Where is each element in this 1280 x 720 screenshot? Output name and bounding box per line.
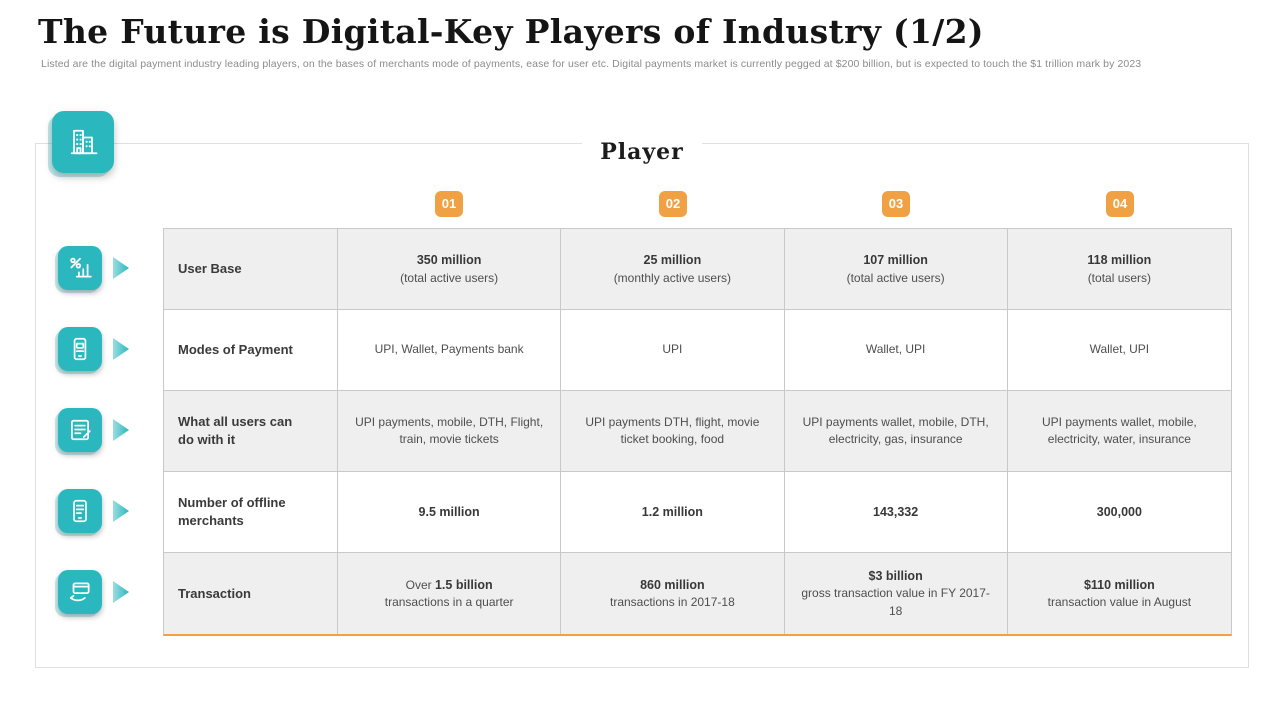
table-cell: 350 million (total active users) [338, 229, 562, 309]
table-cell: 1.2 million [561, 472, 785, 552]
cell-main: 9.5 million [419, 503, 480, 521]
row-marker-offline-merchants [58, 489, 131, 533]
cell-main: Over 1.5 billion [406, 576, 493, 594]
table-cell: $3 billion gross transaction value in FY … [785, 553, 1008, 634]
card-payment-icon [58, 570, 102, 614]
cell-value: 143,332 [873, 504, 919, 519]
table-cell: UPI payments wallet, mobile, DTH, electr… [785, 391, 1008, 471]
cell-value: 1.2 million [641, 504, 703, 519]
row-marker-user-capabilities [58, 408, 131, 452]
row-label: Number of offline merchants [164, 472, 338, 552]
cell-subtext: UPI payments wallet, mobile, electricity… [1042, 414, 1197, 446]
row-marker-user-base [58, 246, 131, 290]
table-cell: Wallet, UPI [785, 310, 1008, 390]
table-row: What all users can do with it UPI payment… [164, 391, 1231, 472]
cell-subtext: Wallet, UPI [1089, 342, 1150, 357]
slide-subtitle: Listed are the digital payment industry … [41, 58, 1142, 70]
cell-main: 1.2 million [642, 503, 703, 521]
table-cell: UPI payments DTH, flight, movie ticket b… [561, 391, 785, 471]
table-cell: 107 million (total active users) [785, 229, 1008, 309]
table-cell: Wallet, UPI [1008, 310, 1231, 390]
row-marker-transaction [58, 570, 131, 614]
cell-subtext: UPI payments wallet, mobile, DTH, electr… [802, 414, 989, 446]
table-row: User Base 350 million (total active users)… [164, 229, 1231, 310]
table-cell: Over 1.5 billion transactions in a quarte… [338, 553, 562, 634]
table-cell: 143,332 [785, 472, 1008, 552]
cell-subtext: gross transaction value in FY 2017- 18 [801, 586, 990, 618]
chevron-right-arrow [113, 338, 129, 360]
growth-chart-icon [58, 246, 102, 290]
column-badge-04: 04 [1106, 191, 1134, 217]
cell-subtext: UPI, Wallet, Payments bank [374, 342, 524, 357]
table-cell: UPI payments wallet, mobile, electricity… [1008, 391, 1231, 471]
cell-value: 350 million [416, 253, 482, 268]
cell-value: 25 million [643, 253, 702, 268]
cell-value: $3 billion [868, 568, 923, 583]
table-cell: UPI, Wallet, Payments bank [338, 310, 562, 390]
table-row: Transaction Over 1.5 billion transactions … [164, 553, 1231, 634]
cell-subtext: transactions in 2017-18 [610, 595, 735, 609]
merchant-device-icon [58, 489, 102, 533]
row-label: Transaction [164, 553, 338, 634]
cell-value: 118 million [1087, 253, 1152, 268]
content-frame: Player [35, 137, 1249, 668]
row-marker-modes-of-payment [58, 327, 131, 371]
cell-main: 860 million [640, 576, 705, 594]
cell-main: $110 million [1084, 576, 1155, 594]
building-icon [52, 111, 114, 173]
table-row: Modes of Payment UPI, Wallet, Payments ba… [164, 310, 1231, 391]
row-label: What all users can do with it [164, 391, 338, 471]
column-badge-03: 03 [882, 191, 910, 217]
cell-subtext: (total active users) [400, 270, 499, 285]
cell-value: 107 million [863, 253, 928, 268]
cell-subtext: (total users) [1087, 270, 1152, 285]
table-cell: 300,000 [1008, 472, 1231, 552]
table-cell: 118 million (total users) [1008, 229, 1231, 309]
row-label: User Base [164, 229, 338, 309]
chevron-right-arrow [113, 419, 129, 441]
table-cell: $110 million transaction value in August [1008, 553, 1231, 634]
cell-prefix: Over [405, 577, 435, 592]
document-edit-icon [58, 408, 102, 452]
slide-title: The Future is Digital-Key Players of Ind… [38, 12, 984, 51]
cell-value: $110 million [1083, 577, 1155, 592]
chevron-right-arrow [113, 500, 129, 522]
table-cell: UPI [561, 310, 785, 390]
row-label: Modes of Payment [164, 310, 338, 390]
cell-value: 300,000 [1096, 504, 1142, 519]
cell-value: 1.5 billion [434, 577, 493, 592]
player-heading: Player [36, 137, 1248, 167]
cell-subtext: (total active users) [846, 270, 945, 285]
cell-subtext: transaction value in August [1047, 595, 1192, 609]
player-heading-text: Player [582, 137, 702, 167]
cell-main: 107 million [863, 251, 928, 269]
cell-main: 300,000 [1097, 503, 1142, 521]
cell-subtext: UPI [662, 342, 683, 357]
table-cell: 860 million transactions in 2017-18 [561, 553, 785, 634]
cell-subtext: Wallet, UPI [865, 342, 926, 357]
cell-subtext: (monthly active users) [613, 270, 732, 285]
cell-subtext: transactions in a quarter [384, 595, 514, 609]
column-badge-02: 02 [659, 191, 687, 217]
cell-main: 25 million [644, 251, 702, 269]
chevron-right-arrow [113, 257, 129, 279]
cell-main: 143,332 [873, 503, 918, 521]
cell-main: $3 billion [869, 567, 923, 585]
cell-main: 118 million [1087, 251, 1151, 269]
table-cell: 9.5 million [338, 472, 562, 552]
column-badge-01: 01 [435, 191, 463, 217]
cell-subtext: UPI payments DTH, flight, movie ticket b… [585, 414, 760, 446]
cell-subtext: UPI payments, mobile, DTH, Flight, train… [355, 414, 544, 446]
cell-value: 860 million [640, 577, 705, 592]
cell-main: 350 million [417, 251, 482, 269]
mobile-payment-icon [58, 327, 102, 371]
cell-value: 9.5 million [418, 504, 480, 519]
chevron-right-arrow [113, 581, 129, 603]
players-table: User Base 350 million (total active users)… [163, 228, 1232, 636]
table-row: Number of offline merchants 9.5 million 1.… [164, 472, 1231, 553]
table-cell: UPI payments, mobile, DTH, Flight, train… [338, 391, 562, 471]
table-cell: 25 million (monthly active users) [561, 229, 785, 309]
